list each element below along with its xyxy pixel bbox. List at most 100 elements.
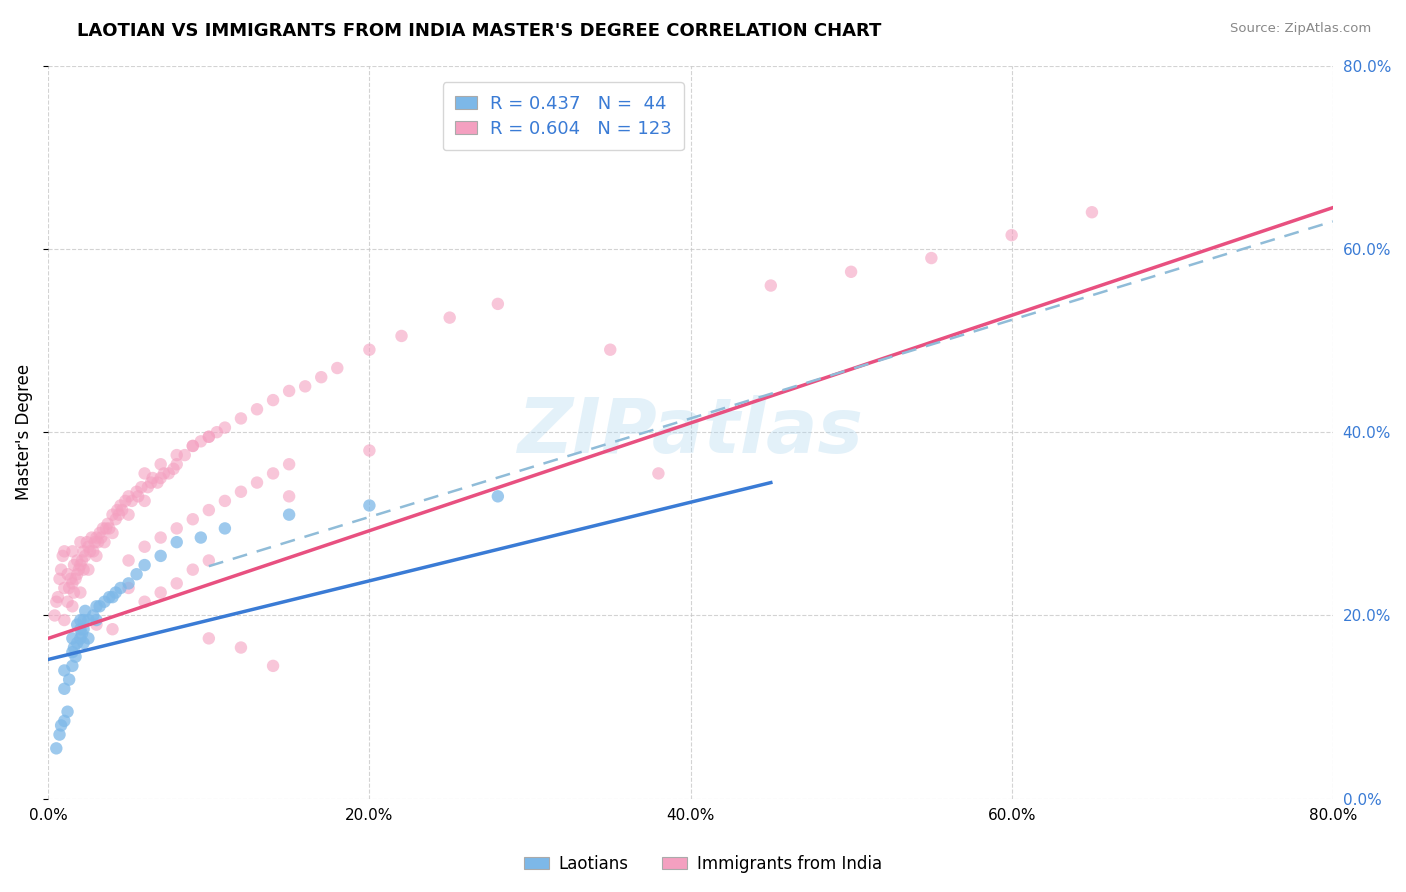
Point — [89, 526, 111, 541]
Point — [45, 741, 67, 756]
Point — [110, 581, 132, 595]
Point — [166, 521, 188, 535]
Point — [278, 457, 301, 471]
Text: LAOTIAN VS IMMIGRANTS FROM INDIA MASTER'S DEGREE CORRELATION CHART: LAOTIAN VS IMMIGRANTS FROM INDIA MASTER'… — [77, 22, 882, 40]
Point — [127, 489, 149, 503]
Point — [79, 544, 101, 558]
Point — [190, 531, 212, 545]
Point — [104, 585, 127, 599]
Point — [117, 489, 139, 503]
Point — [87, 535, 110, 549]
Point — [181, 512, 204, 526]
Point — [69, 632, 91, 646]
Point — [63, 640, 86, 655]
Point — [52, 549, 75, 563]
Point — [90, 531, 112, 545]
Point — [117, 508, 139, 522]
Point — [75, 549, 97, 563]
Point — [66, 567, 89, 582]
Point — [44, 608, 66, 623]
Point — [326, 361, 349, 376]
Point — [72, 544, 94, 558]
Point — [134, 595, 156, 609]
Point — [53, 613, 76, 627]
Point — [80, 531, 103, 545]
Point — [75, 604, 97, 618]
Point — [101, 622, 124, 636]
Point — [65, 649, 87, 664]
Point — [65, 572, 87, 586]
Point — [1081, 205, 1104, 219]
Point — [391, 329, 413, 343]
Point — [111, 503, 134, 517]
Point — [181, 439, 204, 453]
Point — [86, 549, 108, 563]
Point — [294, 379, 316, 393]
Point — [60, 645, 83, 659]
Point — [134, 494, 156, 508]
Point — [60, 658, 83, 673]
Point — [46, 590, 69, 604]
Point — [58, 581, 80, 595]
Point — [121, 494, 143, 508]
Point — [162, 462, 184, 476]
Point — [89, 599, 111, 614]
Point — [45, 595, 67, 609]
Point — [149, 471, 172, 485]
Point — [86, 613, 108, 627]
Point — [246, 402, 269, 417]
Point — [181, 563, 204, 577]
Point — [86, 531, 108, 545]
Point — [439, 310, 461, 325]
Point — [198, 503, 221, 517]
Point — [69, 535, 91, 549]
Point — [246, 475, 269, 490]
Point — [134, 467, 156, 481]
Point — [101, 590, 124, 604]
Point — [98, 590, 121, 604]
Point — [166, 457, 188, 471]
Point — [63, 585, 86, 599]
Point — [134, 558, 156, 572]
Point — [647, 467, 669, 481]
Point — [110, 499, 132, 513]
Point — [104, 512, 127, 526]
Point — [105, 503, 128, 517]
Point — [76, 535, 98, 549]
Point — [214, 494, 236, 508]
Point — [839, 265, 862, 279]
Point — [214, 420, 236, 434]
Point — [125, 484, 148, 499]
Text: ZIPatlas: ZIPatlas — [517, 395, 863, 469]
Point — [53, 581, 76, 595]
Point — [166, 448, 188, 462]
Point — [117, 576, 139, 591]
Point — [920, 251, 942, 265]
Point — [117, 581, 139, 595]
Point — [60, 632, 83, 646]
Point — [142, 471, 165, 485]
Point — [77, 563, 100, 577]
Point — [63, 558, 86, 572]
Point — [153, 467, 176, 481]
Point — [48, 572, 70, 586]
Point — [149, 585, 172, 599]
Point — [359, 499, 381, 513]
Point — [149, 549, 172, 563]
Point — [98, 521, 121, 535]
Point — [60, 576, 83, 591]
Point — [117, 553, 139, 567]
Point — [83, 535, 105, 549]
Point — [157, 467, 180, 481]
Point — [72, 636, 94, 650]
Point — [56, 567, 79, 582]
Point — [190, 434, 212, 449]
Point — [229, 640, 252, 655]
Point — [198, 553, 221, 567]
Point — [60, 599, 83, 614]
Point — [114, 494, 136, 508]
Point — [48, 728, 70, 742]
Point — [70, 553, 93, 567]
Point — [166, 535, 188, 549]
Point — [173, 448, 195, 462]
